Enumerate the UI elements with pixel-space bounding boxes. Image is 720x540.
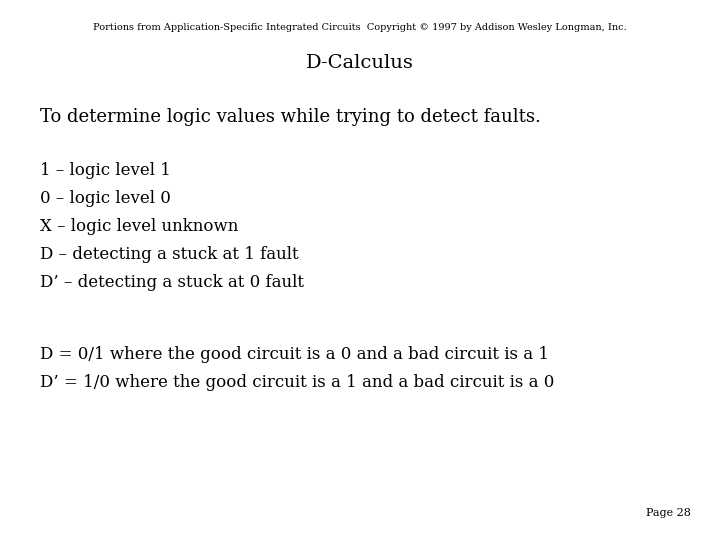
Text: To determine logic values while trying to detect faults.: To determine logic values while trying t… — [40, 108, 541, 126]
Text: Portions from Application-Specific Integrated Circuits  Copyright © 1997 by Addi: Portions from Application-Specific Integ… — [93, 23, 627, 32]
Text: 0 – logic level 0: 0 – logic level 0 — [40, 190, 171, 207]
Text: X – logic level unknown: X – logic level unknown — [40, 218, 238, 235]
Text: Page 28: Page 28 — [647, 508, 691, 518]
Text: D = 0/1 where the good circuit is a 0 and a bad circuit is a 1: D = 0/1 where the good circuit is a 0 an… — [40, 346, 549, 362]
Text: 1 – logic level 1: 1 – logic level 1 — [40, 162, 171, 179]
Text: D-Calculus: D-Calculus — [306, 54, 414, 72]
Text: D – detecting a stuck at 1 fault: D – detecting a stuck at 1 fault — [40, 246, 298, 263]
Text: D’ – detecting a stuck at 0 fault: D’ – detecting a stuck at 0 fault — [40, 274, 304, 291]
Text: D’ = 1/0 where the good circuit is a 1 and a bad circuit is a 0: D’ = 1/0 where the good circuit is a 1 a… — [40, 374, 554, 390]
